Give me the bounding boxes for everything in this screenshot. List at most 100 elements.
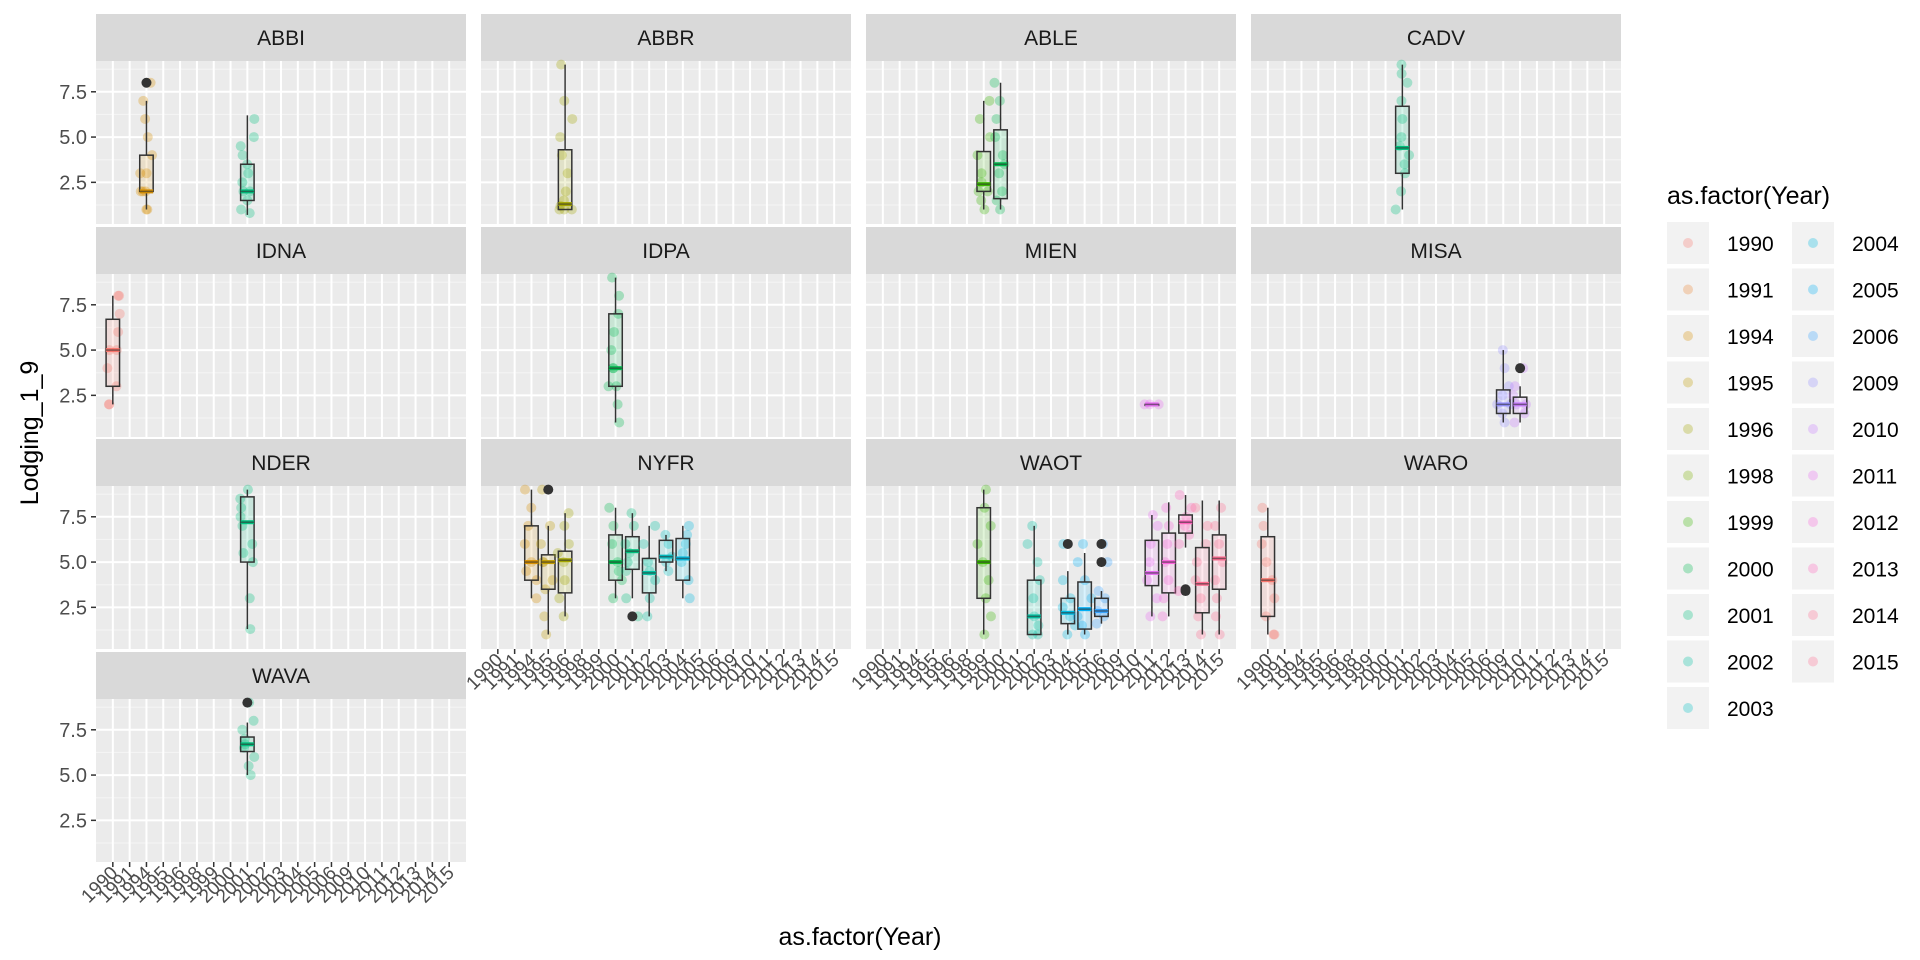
- data-point: [994, 168, 1005, 179]
- data-point: [142, 204, 153, 215]
- panel-strip-label: WARO: [1404, 452, 1469, 475]
- data-point: [244, 208, 255, 219]
- panel-mien: MIEN: [866, 227, 1236, 437]
- data-point: [113, 326, 124, 337]
- box-iqr: [557, 550, 573, 594]
- data-point: [1258, 520, 1269, 531]
- data-point: [556, 150, 567, 161]
- legend-key: [1667, 361, 1709, 404]
- data-point: [142, 132, 153, 143]
- legend-key: [1792, 640, 1834, 683]
- panel-strip: [96, 227, 466, 274]
- box-2006: [1091, 538, 1113, 629]
- data-point: [638, 538, 649, 549]
- data-point: [1195, 629, 1206, 640]
- data-point: [1091, 618, 1102, 629]
- data-point: [1174, 538, 1185, 549]
- y-axis-title: Lodging_1_9: [16, 361, 44, 506]
- panel-strip-label: ABBI: [257, 27, 305, 50]
- data-point: [541, 629, 552, 640]
- data-point: [1257, 502, 1268, 513]
- data-point: [1390, 204, 1401, 215]
- panel-strip: [1251, 14, 1621, 61]
- legend-key-point: [1808, 424, 1818, 434]
- data-point: [1261, 557, 1272, 568]
- legend-entry-label: 1991: [1727, 280, 1774, 303]
- data-point: [1145, 611, 1156, 622]
- box-iqr: [1144, 539, 1160, 587]
- box-2012: [1157, 502, 1177, 622]
- legend-key: [1667, 454, 1709, 497]
- box-2015: [1210, 500, 1228, 640]
- box-1996: [554, 59, 578, 215]
- legend-entry-1999: 1999: [1667, 501, 1774, 543]
- panel-strip-label: ABLE: [1024, 27, 1078, 50]
- data-point: [563, 538, 574, 549]
- data-point: [1072, 557, 1083, 568]
- box-2000: [604, 502, 627, 604]
- box-iqr: [608, 313, 624, 388]
- legend-key-point: [1683, 563, 1693, 574]
- legend-entry-1991: 1991: [1667, 268, 1774, 311]
- panel-nder: NDER 2.5 5.0 7.5: [59, 439, 466, 649]
- legend-key: [1792, 594, 1834, 636]
- legend-key-point: [1808, 563, 1818, 574]
- data-point: [114, 290, 125, 301]
- data-point: [1027, 520, 1038, 531]
- legend-entry-label: 1995: [1727, 373, 1774, 396]
- data-point: [535, 538, 546, 549]
- box-iqr: [1495, 389, 1511, 415]
- box-2011: [1142, 509, 1163, 622]
- data-point: [1028, 593, 1039, 604]
- legend-entry-2013: 2013: [1792, 547, 1899, 590]
- legend-entry-2002: 2002: [1667, 640, 1774, 683]
- data-point: [608, 326, 619, 337]
- panel-cadv: CADV: [1251, 14, 1621, 224]
- y-tick-label: 5.0: [59, 127, 87, 149]
- data-point: [235, 141, 246, 152]
- legend-entry-label: 2013: [1852, 559, 1899, 582]
- data-point: [1211, 593, 1222, 604]
- data-point: [989, 77, 1000, 88]
- legend-key-point: [1808, 331, 1818, 341]
- panel-strip: [866, 227, 1236, 274]
- data-point: [1163, 575, 1174, 586]
- data-point: [1158, 593, 1169, 604]
- box-2001: [237, 697, 260, 781]
- data-point: [545, 520, 556, 531]
- box-iqr: [239, 496, 255, 563]
- legend-entry-2001: 2001: [1667, 594, 1774, 636]
- panel-misa: MISA: [1251, 227, 1621, 437]
- y-tick-label: 2.5: [59, 385, 87, 407]
- panel-strip: [96, 439, 466, 486]
- legend-entry-2010: 2010: [1792, 408, 1899, 450]
- legend-entry-1998: 1998: [1667, 454, 1774, 497]
- panel-strip-label: IDNA: [256, 240, 306, 263]
- data-point: [237, 150, 248, 161]
- data-point: [991, 113, 1002, 124]
- data-point: [607, 538, 618, 549]
- data-point: [974, 113, 985, 124]
- box-iqr: [523, 525, 539, 581]
- data-point: [628, 520, 639, 531]
- legend-entry-2012: 2012: [1792, 501, 1899, 543]
- legend-entry-label: 2003: [1727, 698, 1774, 721]
- box-iqr: [1194, 546, 1210, 614]
- legend-entry-label: 2011: [1852, 466, 1897, 489]
- legend-key: [1667, 315, 1709, 357]
- data-point: [663, 538, 674, 549]
- panel-waro: WARO199019911994199519961998199920002001…: [1233, 439, 1621, 694]
- outlier-point: [1515, 363, 1526, 374]
- legend-key-point: [1683, 470, 1693, 481]
- panel-strip: [481, 14, 851, 61]
- legend-entry-label: 2004: [1852, 233, 1899, 256]
- data-point: [1503, 381, 1514, 392]
- data-point: [1509, 381, 1520, 392]
- legend-key-point: [1683, 284, 1693, 295]
- data-point: [520, 484, 531, 495]
- data-point: [985, 611, 996, 622]
- legend-entry-1996: 1996: [1667, 408, 1774, 450]
- legend-key-point: [1683, 517, 1693, 527]
- y-tick-label: 7.5: [59, 507, 87, 529]
